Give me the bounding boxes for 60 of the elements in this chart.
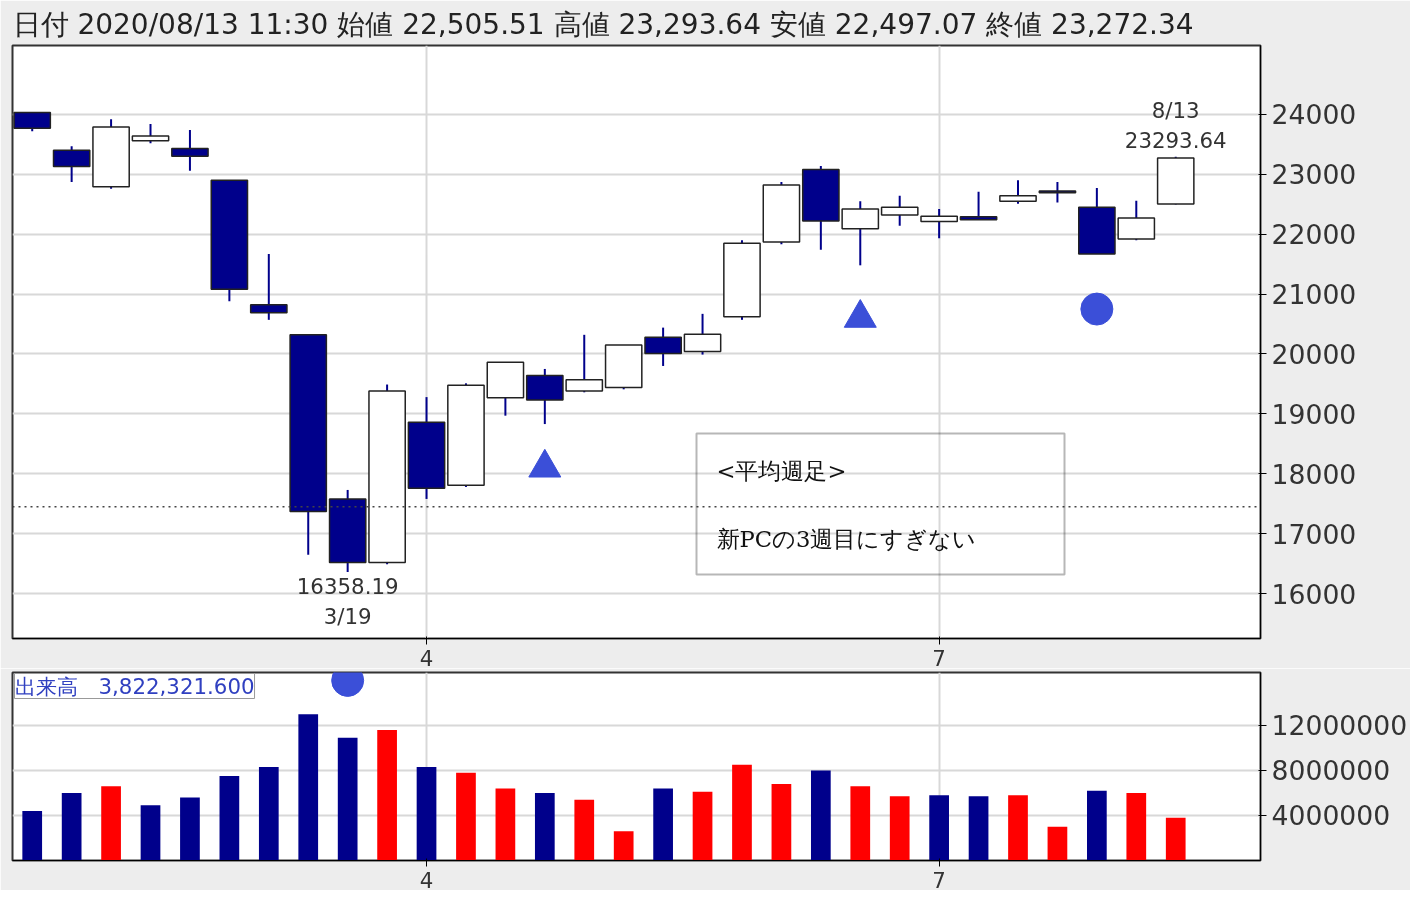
y-tick-label: 4000000 (1271, 800, 1391, 832)
bar (258, 767, 279, 861)
bar (180, 797, 200, 861)
bar (140, 805, 161, 861)
bar (1008, 795, 1028, 861)
y-tick-label: 21000 (1271, 279, 1357, 311)
bar (1047, 826, 1068, 861)
y-tick-label: 18000 (1271, 458, 1357, 490)
candlestick (131, 122, 170, 145)
y-tick-label: 19000 (1271, 398, 1357, 430)
y-tick-label: 23000 (1271, 159, 1357, 191)
bar (574, 799, 595, 861)
bar (810, 770, 831, 861)
bar (495, 788, 516, 861)
chart-title: 日付 2020/08/13 11:30 始値 22,505.51 高値 23,293.64 安値 22,497.07 終値 23,272.34 (12, 7, 1194, 41)
bar (732, 764, 752, 861)
candlestick (920, 208, 959, 240)
candlestick (999, 179, 1037, 205)
bar (929, 795, 949, 861)
bar (889, 796, 910, 861)
bar (22, 810, 43, 861)
x-tick-label: 7 (932, 645, 946, 671)
bar (1165, 817, 1186, 861)
candlestick (880, 194, 919, 227)
y-tick-label: 22000 (1271, 219, 1357, 251)
candlestick (171, 128, 209, 172)
annotation: 8/13 23293.64 (1124, 97, 1227, 153)
bar (377, 729, 397, 861)
y-tick-label: 17000 (1271, 518, 1357, 550)
x-tick-label: 7 (932, 867, 946, 893)
bar (653, 788, 673, 861)
bar (850, 786, 871, 861)
bar (416, 767, 437, 861)
bar (1126, 792, 1147, 861)
y-tick-label: 24000 (1271, 99, 1357, 131)
annotation: 16358.19 3/19 (296, 574, 399, 630)
bar (613, 831, 634, 861)
candlestick (1038, 181, 1077, 204)
y-tick-label: 8000000 (1271, 755, 1391, 787)
annotation: <平均週足> (716, 457, 847, 484)
bar (968, 796, 989, 861)
bar (1087, 790, 1107, 861)
candlestick (959, 190, 998, 221)
bar (534, 792, 555, 861)
bar (692, 791, 713, 861)
bar (219, 776, 240, 861)
annotation: 新PCの3週目にすぎない (716, 525, 977, 552)
bar (771, 783, 792, 861)
candlestick (249, 252, 288, 321)
x-tick-label: 4 (419, 867, 434, 893)
x-tick-label: 4 (419, 645, 434, 671)
bar (456, 772, 476, 861)
y-tick-label: 20000 (1271, 338, 1357, 370)
y-tick-label: 16000 (1271, 578, 1357, 610)
annotation: 出来高 3,822,321.600 (14, 673, 255, 699)
bar (298, 714, 319, 861)
bar (61, 792, 82, 861)
bar (101, 786, 121, 861)
y-tick-label: 12000000 (1271, 710, 1408, 742)
bar (337, 737, 358, 861)
